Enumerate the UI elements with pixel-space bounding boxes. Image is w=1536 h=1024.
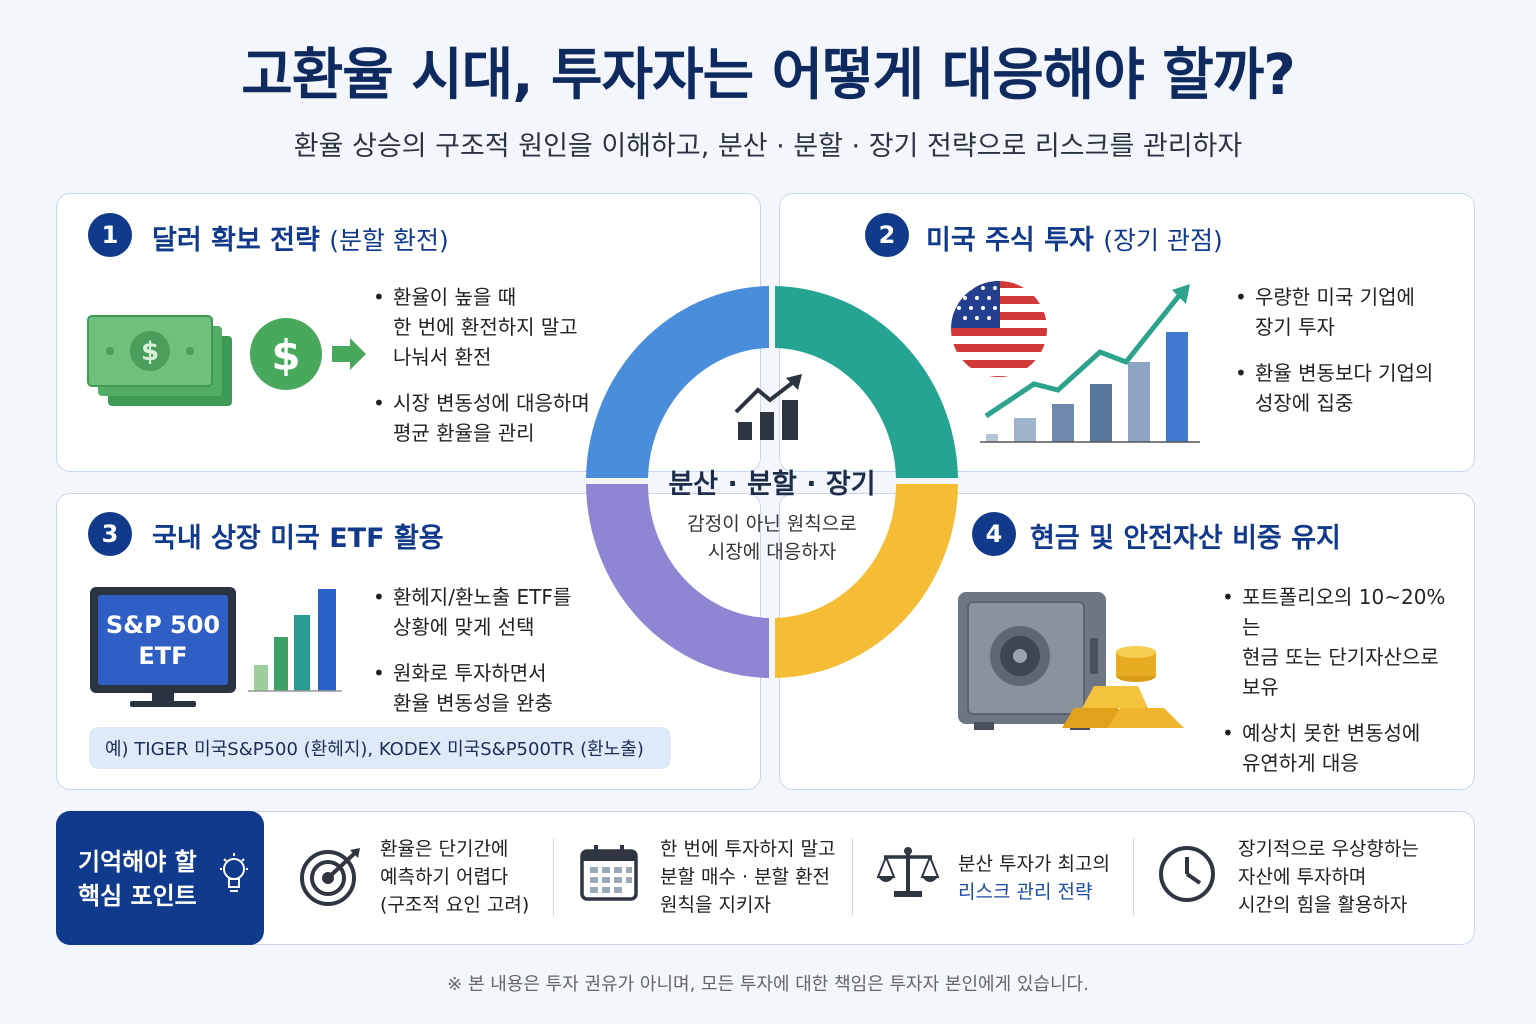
monitor-etf-icon: [90, 587, 342, 707]
key-divider-2: [852, 838, 853, 916]
panel-2-bullet-2: 환율 변동보다 기업의 성장에 집중: [1235, 358, 1455, 418]
panel-2-bullets: 우량한 미국 기업에 장기 투자 환율 변동보다 기업의 성장에 집중: [1235, 282, 1455, 434]
ring-segment-bottom-left: [586, 484, 769, 678]
disclaimer: ※ 본 내용은 투자 권유가 아니며, 모든 투자에 대한 책임은 투자자 본인…: [447, 974, 1089, 995]
key-point-1: 환율은 단기간에 예측하기 어렵다 (구조적 요인 고려): [380, 838, 530, 916]
panel-4-bullet-1: 포트폴리오의 10~20%는 현금 또는 단기자산으로 보유: [1222, 582, 1462, 702]
panel-number-2: 2: [865, 213, 909, 257]
key-divider-1: [553, 838, 554, 916]
panel-1-bullet-1: 환율이 높을 때 한 번에 환전하지 말고 나눠서 환전: [373, 282, 613, 372]
target-icon: [300, 848, 360, 906]
center-ring: [586, 286, 958, 678]
panel-title-4-main: 현금 및 안전자산 비중 유지: [1030, 523, 1341, 554]
panel-4-bullets: 포트폴리오의 10~20%는 현금 또는 단기자산으로 보유 예상치 못한 변동…: [1222, 582, 1462, 794]
panel-title-4: 현금 및 안전자산 비중 유지: [1030, 516, 1341, 555]
panel-title-3-main: 국내 상장 미국 ETF 활용: [152, 523, 444, 554]
panel-title-2-main: 미국 주식 투자: [926, 225, 1094, 256]
calendar-icon: [580, 845, 638, 901]
monitor-etf-label: S&P 500 ETF: [105, 611, 221, 670]
lightbulb-icon: [220, 853, 248, 892]
svg-text:$: $: [271, 331, 300, 380]
etf-example-box: 예) TIGER 미국S&P500 (환헤지), KODEX 미국S&P500T…: [89, 727, 671, 769]
clock-icon: [1159, 846, 1215, 902]
scale-icon: [876, 847, 940, 897]
key-points-label-box: 기억해야 할 핵심 포인트: [56, 811, 264, 945]
us-flag-growth-chart-icon: [951, 281, 1200, 443]
growth-chart-icon: [734, 374, 802, 440]
panel-3-bullet-2: 원화로 투자하면서 환율 변동성을 완충: [373, 658, 633, 718]
safe-gold-icon: [958, 592, 1184, 730]
center-title: 분산 · 분할 · 장기: [668, 469, 876, 500]
panel-4-bullet-2: 예상치 못한 변동성에 유연하게 대응: [1222, 718, 1462, 778]
dollar-bills-icon: $ $: [87, 315, 366, 406]
key-point-3-text: 분산 투자가 최고의: [958, 853, 1110, 875]
panel-title-1: 달러 확보 전략 (분할 환전): [152, 218, 449, 257]
panel-1-bullet-2: 시장 변동성에 대응하며 평균 환율을 관리: [373, 388, 613, 448]
svg-text:$: $: [141, 337, 159, 367]
page-title: 고환율 시대, 투자자는 어떻게 대응해야 할까?: [241, 43, 1296, 108]
key-points-label: 기억해야 할 핵심 포인트: [78, 848, 197, 910]
ring-segment-top-left: [586, 286, 769, 478]
panel-title-1-main: 달러 확보 전략: [152, 225, 320, 256]
panel-2-bullet-1: 우량한 미국 기업에 장기 투자: [1235, 282, 1455, 342]
key-divider-3: [1133, 838, 1134, 916]
panel-number-3: 3: [88, 512, 132, 556]
key-point-3-highlight: 리스크 관리 전략: [958, 881, 1093, 903]
panel-3-bullet-1: 환헤지/환노출 ETF를 상황에 맞게 선택: [373, 582, 633, 642]
ring-segment-top-right: [775, 286, 958, 478]
panel-title-1-paren: (분할 환전): [329, 226, 449, 255]
panel-title-2: 미국 주식 투자 (장기 관점): [926, 218, 1223, 257]
key-point-4: 장기적으로 우상향하는 자산에 투자하며 시간의 힘을 활용하자: [1238, 838, 1419, 916]
panel-number-1: 1: [88, 213, 132, 257]
panel-number-4: 4: [972, 512, 1016, 556]
panel-1-bullets: 환율이 높을 때 한 번에 환전하지 말고 나눠서 환전 시장 변동성에 대응하…: [373, 282, 613, 464]
panel-3-bullets: 환헤지/환노출 ETF를 상황에 맞게 선택 원화로 투자하면서 환율 변동성을…: [373, 582, 633, 734]
key-points-bar: [56, 811, 1475, 945]
center-subtitle: 감정이 아닌 원칙으로 시장에 대응하자: [687, 513, 857, 563]
key-point-2: 한 번에 투자하지 말고 분할 매수 · 분할 환전 원칙을 지키자: [660, 838, 836, 916]
page-subtitle: 환율 상승의 구조적 원인을 이해하고, 분산 · 분할 · 장기 전략으로 리…: [293, 131, 1243, 162]
panel-title-2-paren: (장기 관점): [1103, 226, 1223, 255]
ring-segment-bottom-right: [775, 484, 958, 678]
panel-title-3: 국내 상장 미국 ETF 활용: [152, 516, 444, 555]
